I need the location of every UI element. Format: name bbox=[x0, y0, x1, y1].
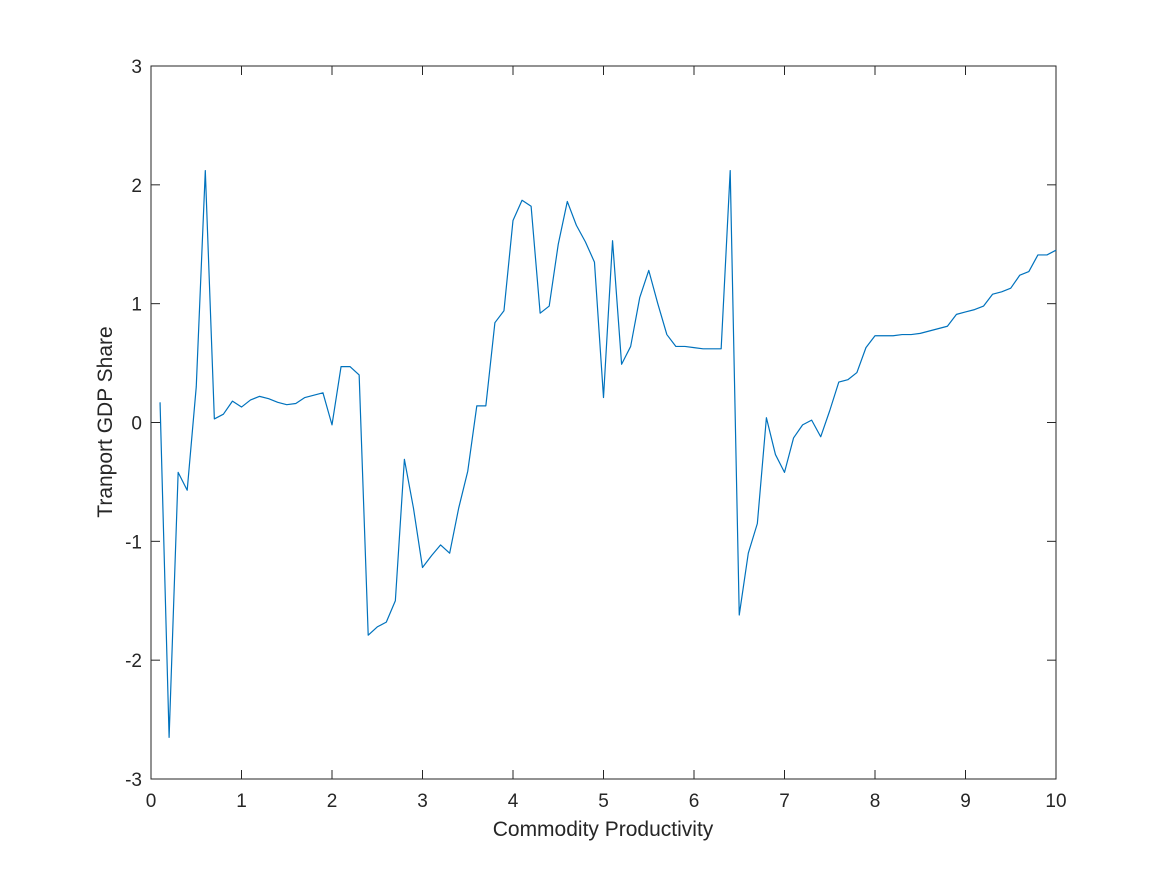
y-tick-label: 2 bbox=[131, 176, 142, 197]
x-tick-label: 1 bbox=[236, 791, 247, 812]
x-tick-label: 6 bbox=[689, 791, 700, 812]
y-tick-label: -1 bbox=[125, 532, 142, 553]
x-tick-label: 10 bbox=[1045, 791, 1066, 812]
y-tick-label: -3 bbox=[125, 770, 142, 791]
x-tick-label: 2 bbox=[327, 791, 338, 812]
y-tick-label: 1 bbox=[131, 295, 142, 316]
x-tick-label: 5 bbox=[598, 791, 609, 812]
x-tick-label: 0 bbox=[146, 791, 157, 812]
y-tick-label: -2 bbox=[125, 651, 142, 672]
x-tick-label: 8 bbox=[870, 791, 881, 812]
x-axis-label: Commodity Productivity bbox=[493, 818, 714, 841]
x-tick-label: 7 bbox=[779, 791, 790, 812]
x-tick-label: 9 bbox=[960, 791, 971, 812]
x-tick-label: 3 bbox=[417, 791, 428, 812]
y-tick-label: 0 bbox=[131, 414, 142, 435]
series-line bbox=[159, 169, 1057, 739]
y-tick-label: 3 bbox=[131, 57, 142, 78]
x-tick-label: 4 bbox=[508, 791, 519, 812]
y-axis-label: Tranport GDP Share bbox=[94, 326, 117, 517]
